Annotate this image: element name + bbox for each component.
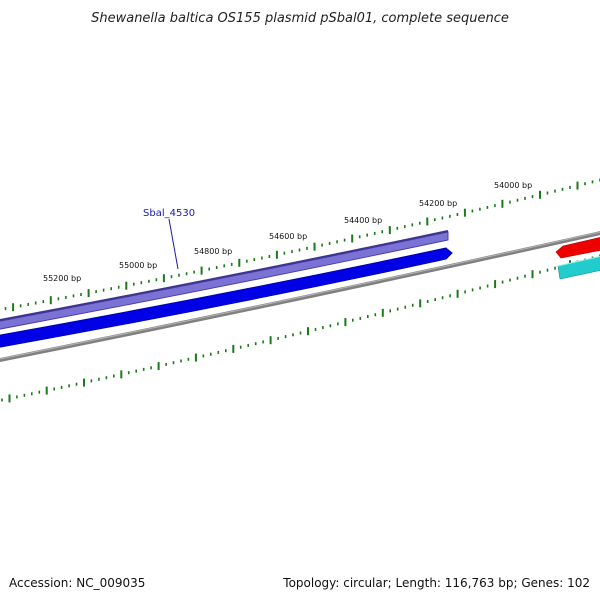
- map-title: Shewanella baltica OS155 plasmid pSbal01…: [91, 11, 509, 26]
- scale-label-55200: 55200 bp: [43, 274, 81, 283]
- plasmid-backbone: [0, 231, 600, 363]
- accession-text: Accession: NC_009035: [9, 576, 145, 590]
- scale-label-55000: 55000 bp: [119, 261, 157, 270]
- feature-red-arrow[interactable]: [555, 237, 600, 259]
- gene-band-light-edge: [0, 230, 449, 322]
- scale-label-54000: 54000 bp: [494, 181, 532, 190]
- topology-summary-text: Topology: circular; Length: 116,763 bp; …: [282, 576, 590, 590]
- outer-scale-ticks: [4, 178, 600, 312]
- scale-label-54400: 54400 bp: [344, 216, 382, 225]
- scale-label-54200: 54200 bp: [419, 199, 457, 208]
- gene-label-sbal-4530[interactable]: Sbal_4530: [143, 208, 195, 219]
- feature-cyan-top: [557, 255, 600, 267]
- feature-cyan-arrow[interactable]: [557, 256, 600, 280]
- plasmid-backbone-highlight: [0, 231, 600, 360]
- inner-scale-ticks: [1, 254, 600, 403]
- gene-arrow-sbal-4530[interactable]: [0, 247, 453, 348]
- scale-labels: 55200 bp 55000 bp 54800 bp 54600 bp 5440…: [43, 181, 532, 283]
- scale-label-54800: 54800 bp: [194, 247, 232, 256]
- gene-label-leader: [168, 218, 179, 270]
- scale-label-54600: 54600 bp: [269, 232, 307, 241]
